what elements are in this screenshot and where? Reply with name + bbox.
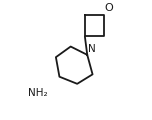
Text: NH₂: NH₂ <box>28 88 48 98</box>
Text: O: O <box>104 3 113 13</box>
Text: N: N <box>88 44 96 54</box>
